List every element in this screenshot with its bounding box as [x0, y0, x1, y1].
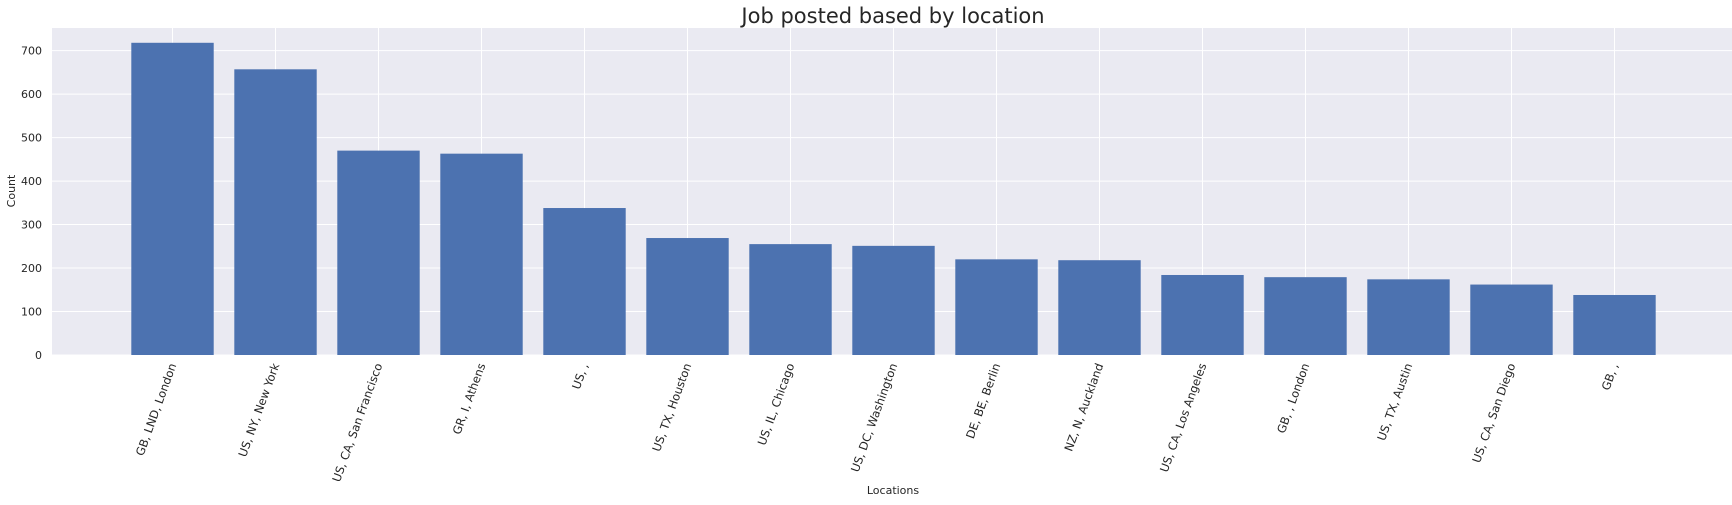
x-tick-label: US, DC, Washington [848, 361, 900, 474]
x-tick-label: DE, BE, Berlin [963, 361, 1003, 440]
y-tick-label: 500 [21, 132, 42, 145]
bar [749, 244, 832, 355]
bar [337, 150, 420, 355]
y-tick-label: 700 [21, 45, 42, 58]
x-tick-label: NZ, N, Auckland [1061, 361, 1106, 453]
y-tick-label: 600 [21, 88, 42, 101]
x-tick-label: GR, I, Athens [450, 361, 489, 436]
x-tick-label: US, TX, Houston [649, 361, 694, 453]
x-tick-label: US, CA, Los Angeles [1157, 361, 1209, 474]
bar [440, 153, 523, 355]
x-tick-label: GB, , [1599, 361, 1622, 392]
x-tick-label: US, , [569, 361, 591, 391]
y-tick-label: 100 [21, 306, 42, 319]
x-tick-label: US, TX, Austin [1374, 361, 1415, 442]
x-tick-label: US, IL, Chicago [755, 361, 798, 447]
bar [1367, 279, 1450, 355]
bar [1161, 274, 1244, 355]
x-axis-label: Locations [867, 484, 920, 497]
bar [234, 69, 317, 355]
bar [646, 238, 729, 355]
x-tick-label: GB, , London [1274, 361, 1312, 435]
bar [1470, 284, 1553, 355]
y-ticks: 0 100 200 300 400 500 600 700 [21, 45, 42, 362]
x-tick-label: US, CA, San Diego [1469, 361, 1518, 464]
bar [131, 42, 214, 355]
bar [543, 208, 626, 355]
x-ticks: GB, LND, London US, NY, New York US, CA, S… [133, 361, 1621, 484]
bar [852, 245, 935, 355]
x-tick-label: GB, LND, London [133, 361, 179, 457]
y-tick-label: 300 [21, 219, 42, 232]
bar [1264, 277, 1347, 355]
x-tick-label: US, NY, New York [235, 361, 282, 459]
bar [1058, 260, 1141, 355]
y-tick-label: 0 [35, 349, 42, 362]
bar [955, 259, 1038, 355]
x-tick-label: US, CA, San Francisco [329, 361, 385, 483]
y-axis-label: Count [5, 174, 18, 207]
y-tick-label: 200 [21, 262, 42, 275]
chart-title: Job posted based by location [739, 4, 1044, 28]
bars [131, 42, 1656, 355]
bar [1573, 294, 1656, 355]
y-tick-label: 400 [21, 175, 42, 188]
